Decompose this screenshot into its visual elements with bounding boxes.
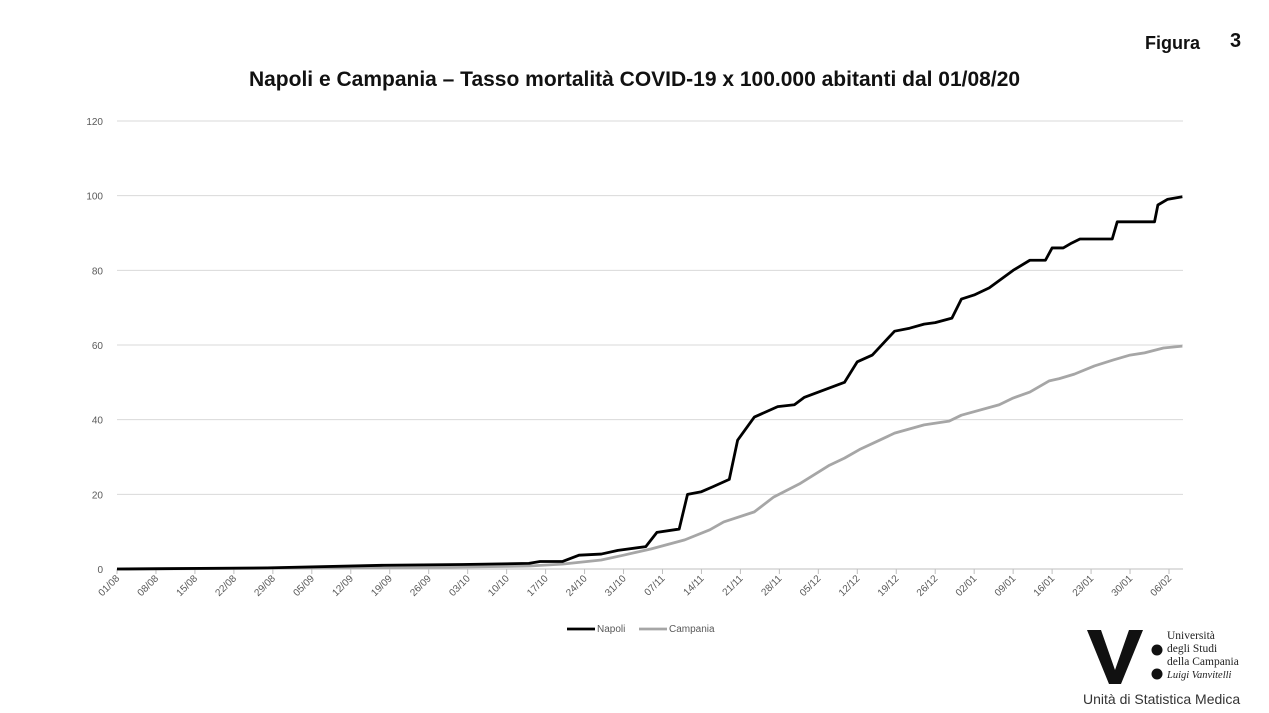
- x-tick-label: 31/10: [603, 573, 629, 599]
- x-tick-label: 30/01: [1110, 573, 1136, 599]
- series-line-napoli: [116, 195, 1183, 571]
- x-tick-label: 22/08: [214, 573, 240, 599]
- x-tick-label: 07/11: [643, 573, 668, 598]
- x-tick-label: 19/09: [369, 573, 395, 599]
- x-tick-label: 19/12: [876, 573, 902, 599]
- x-tick-label: 03/10: [447, 573, 473, 599]
- x-tick-label: 24/10: [564, 573, 590, 599]
- legend-label: Napoli: [597, 624, 625, 635]
- chart-title: Napoli e Campania – Tasso mortalità COVI…: [248, 68, 1021, 91]
- university-logo: [1075, 620, 1260, 713]
- x-tick-label: 10/10: [486, 573, 512, 599]
- y-tick-label: 40: [92, 416, 104, 427]
- logo-text-line: Luigi Vanvitelli: [1167, 670, 1232, 681]
- y-tick-label: 60: [92, 341, 104, 352]
- x-tick-label: 16/01: [1032, 573, 1058, 599]
- x-tick-label: 05/12: [798, 573, 824, 599]
- logo-text-line: degli Studi: [1167, 643, 1218, 655]
- x-tick-label: 15/08: [175, 573, 201, 599]
- y-tick-label: 20: [92, 490, 104, 501]
- legend-label: Campania: [669, 624, 715, 635]
- x-tick-label: 26/12: [915, 573, 941, 599]
- y-tick-label: 80: [92, 266, 104, 277]
- x-tick-label: 29/08: [252, 573, 278, 599]
- x-tick-label: 12/09: [330, 573, 356, 599]
- x-tick-label: 26/09: [408, 573, 434, 599]
- x-tick-label: 02/01: [954, 573, 980, 599]
- y-tick-label: 100: [86, 192, 103, 203]
- footer-text: Unità di Statistica Medica: [1083, 691, 1241, 707]
- y-tick-label: 120: [86, 117, 103, 128]
- x-tick-label: 01/08: [97, 573, 123, 599]
- x-tick-label: 09/01: [993, 573, 1019, 599]
- logo-v-mark: [1087, 630, 1163, 684]
- x-tick-label: 06/02: [1149, 573, 1175, 599]
- x-tick-label: 17/10: [525, 573, 551, 599]
- x-tick-label: 12/12: [837, 573, 863, 599]
- x-tick-label: 08/08: [136, 573, 162, 599]
- figure-number: 3: [1230, 30, 1242, 52]
- x-tick-label: 23/01: [1071, 573, 1097, 599]
- series-line-campania: [116, 344, 1183, 571]
- x-tick-label: 14/11: [682, 573, 707, 598]
- x-tick-label: 21/11: [721, 573, 746, 598]
- y-tick-label: 0: [97, 565, 103, 576]
- x-tick-label: 28/11: [760, 573, 785, 598]
- x-tick-label: 05/09: [291, 573, 317, 599]
- logo-text-line: della Campania: [1167, 656, 1239, 668]
- figure-label: Figura: [1145, 33, 1201, 53]
- logo-text-line: Università: [1167, 630, 1215, 642]
